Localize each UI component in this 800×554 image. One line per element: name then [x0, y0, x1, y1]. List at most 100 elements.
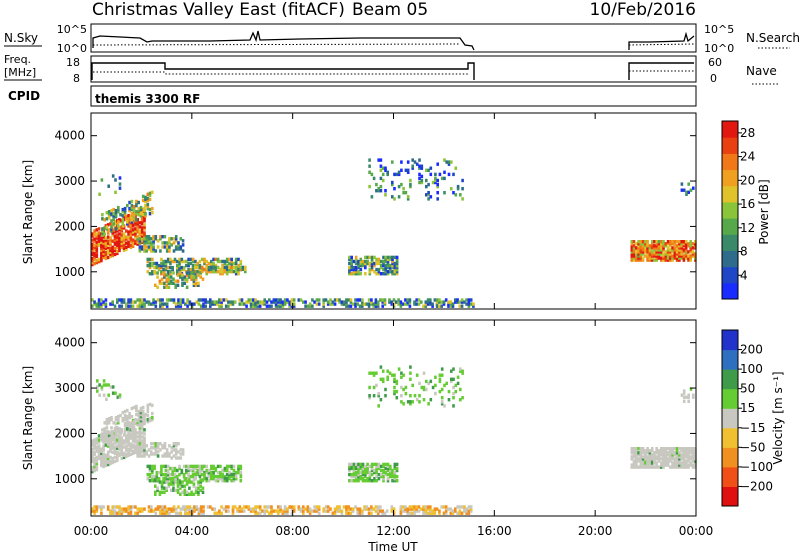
range-gate-cell	[116, 237, 119, 241]
range-gate-cell	[641, 244, 645, 248]
range-gate-cell	[189, 474, 193, 479]
range-gate-cell	[182, 267, 186, 272]
range-gate-cell	[673, 447, 677, 451]
range-gate-cell	[178, 464, 181, 469]
range-gate-cell	[261, 302, 264, 306]
range-gate-cell	[377, 272, 381, 276]
range-gate-cell	[345, 505, 348, 509]
range-gate-cell	[653, 453, 656, 457]
range-gate-cell	[147, 448, 151, 452]
range-gate-cell	[122, 224, 126, 228]
range-gate-cell	[283, 511, 287, 515]
range-gate-cell	[199, 478, 202, 482]
range-gate-cell	[122, 507, 126, 511]
range-gate-cell	[238, 509, 242, 513]
range-gate-cell	[134, 450, 137, 454]
range-gate-cell	[123, 209, 127, 213]
range-gate-cell	[125, 304, 128, 308]
range-gate-cell	[431, 180, 435, 185]
range-gate-cell	[377, 270, 381, 274]
range-gate-cell	[130, 212, 134, 216]
range-gate-cell	[150, 507, 153, 511]
range-gate-cell	[160, 277, 164, 281]
range-gate-cell	[101, 229, 104, 233]
colorbar-swatch	[722, 282, 738, 300]
range-gate-cell	[364, 259, 367, 264]
range-gate-cell	[678, 254, 681, 258]
range-gate-cell	[675, 240, 679, 244]
range-gate-cell	[91, 455, 94, 460]
range-gate-cell	[152, 452, 155, 456]
range-gate-cell	[118, 244, 121, 248]
range-gate-cell	[389, 474, 392, 479]
range-gate-cell	[118, 242, 121, 246]
range-gate-cell	[458, 300, 462, 304]
range-gate-cell	[167, 484, 171, 488]
range-gate-cell	[97, 304, 101, 308]
range-gate-cell	[143, 444, 146, 448]
range-gate-cell	[93, 229, 96, 233]
range-gate-cell	[144, 195, 147, 200]
range-gate-cell	[127, 230, 130, 234]
range-gate-cell	[227, 304, 230, 308]
range-gate-cell	[106, 243, 110, 247]
range-gate-cell	[671, 250, 674, 254]
range-gate-cell	[283, 300, 287, 304]
range-gate-cell	[134, 446, 137, 450]
range-gate-cell	[237, 272, 240, 276]
range-gate-cell	[113, 230, 117, 234]
range-gate-cell	[691, 453, 695, 457]
range-gate-cell	[689, 457, 692, 461]
range-gate-cell	[274, 509, 278, 513]
range-gate-cell	[210, 472, 213, 477]
range-gate-cell	[166, 470, 170, 475]
range-gate-cell	[174, 452, 178, 456]
range-gate-cell	[375, 272, 378, 276]
range-gate-cell	[336, 509, 339, 513]
range-gate-cell	[127, 507, 130, 511]
range-gate-cell	[418, 394, 421, 398]
range-gate-cell	[193, 302, 196, 306]
range-gate-cell	[379, 189, 383, 193]
range-gate-cell	[348, 479, 351, 483]
range-gate-cell	[452, 385, 455, 390]
range-gate-cell	[127, 298, 130, 302]
range-gate-cell	[172, 482, 175, 486]
range-gate-cell	[354, 272, 358, 276]
range-gate-cell	[230, 263, 233, 268]
range-gate-cell	[370, 371, 374, 375]
range-gate-cell	[364, 261, 367, 266]
range-gate-cell	[179, 298, 183, 302]
range-gate-cell	[370, 505, 373, 509]
range-gate-cell	[181, 243, 185, 247]
range-gate-cell	[252, 298, 255, 302]
range-gate-cell	[637, 240, 640, 244]
range-gate-cell	[675, 453, 679, 457]
range-gate-cell	[172, 298, 176, 302]
range-gate-cell	[177, 304, 180, 308]
range-gate-cell	[129, 233, 133, 237]
range-gate-cell	[160, 261, 163, 266]
range-gate-cell	[345, 302, 348, 306]
range-gate-cell	[650, 246, 654, 250]
range-gate-cell	[359, 477, 363, 481]
range-gate-cell	[356, 511, 359, 515]
range-gate-cell	[389, 265, 392, 270]
range-gate-cell	[168, 239, 171, 243]
range-gate-cell	[151, 190, 154, 194]
range-gate-cell	[110, 418, 113, 422]
range-gate-cell	[159, 509, 162, 513]
range-gate-cell	[186, 304, 189, 308]
range-gate-cell	[210, 466, 213, 471]
range-gate-cell	[117, 421, 120, 425]
range-gate-cell	[678, 455, 681, 459]
range-gate-cell	[145, 444, 148, 448]
range-gate-cell	[95, 228, 99, 232]
range-gate-cell	[639, 447, 643, 451]
range-gate-cell	[127, 441, 130, 445]
colorbar-swatch	[722, 466, 738, 487]
range-gate-cell	[368, 267, 372, 272]
range-gate-cell	[129, 223, 133, 227]
range-gate-cell	[393, 272, 397, 276]
range-gate-cell	[230, 257, 233, 262]
